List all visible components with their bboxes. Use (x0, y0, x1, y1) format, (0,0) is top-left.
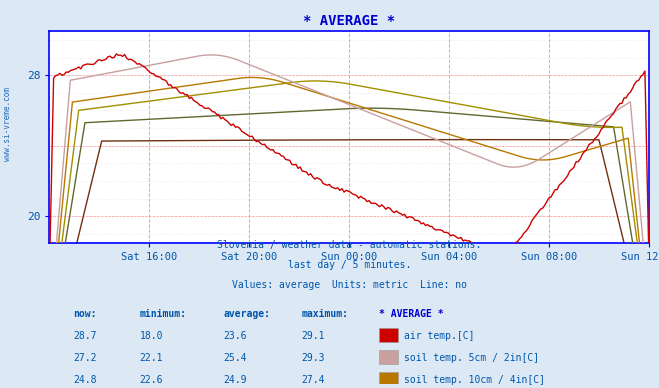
Bar (380, 350, 399, 364)
Text: 24.8: 24.8 (73, 375, 97, 385)
Text: 25.4: 25.4 (223, 353, 247, 363)
Text: 28.7: 28.7 (73, 331, 97, 341)
Bar (380, 372, 399, 386)
Text: * AVERAGE *: * AVERAGE * (380, 309, 444, 319)
Text: 27.4: 27.4 (301, 375, 325, 385)
Text: Values: average  Units: metric  Line: no: Values: average Units: metric Line: no (232, 280, 467, 289)
Text: average:: average: (223, 309, 270, 319)
Text: minimum:: minimum: (140, 309, 186, 319)
Text: www.si-vreme.com: www.si-vreme.com (3, 87, 13, 161)
Text: 22.1: 22.1 (140, 353, 163, 363)
Text: 29.1: 29.1 (301, 331, 325, 341)
Text: air temp.[C]: air temp.[C] (405, 331, 475, 341)
Text: 29.3: 29.3 (301, 353, 325, 363)
Text: last day / 5 minutes.: last day / 5 minutes. (287, 260, 411, 270)
Text: soil temp. 10cm / 4in[C]: soil temp. 10cm / 4in[C] (405, 375, 546, 385)
Bar (380, 328, 399, 343)
Text: 22.6: 22.6 (140, 375, 163, 385)
Text: 18.0: 18.0 (140, 331, 163, 341)
Text: 23.6: 23.6 (223, 331, 247, 341)
Text: 27.2: 27.2 (73, 353, 97, 363)
Text: Slovenia / weather data - automatic stations.: Slovenia / weather data - automatic stat… (217, 240, 482, 250)
Text: now:: now: (73, 309, 97, 319)
Title: * AVERAGE *: * AVERAGE * (303, 14, 395, 28)
Text: 24.9: 24.9 (223, 375, 247, 385)
Text: maximum:: maximum: (301, 309, 349, 319)
Text: soil temp. 5cm / 2in[C]: soil temp. 5cm / 2in[C] (405, 353, 540, 363)
